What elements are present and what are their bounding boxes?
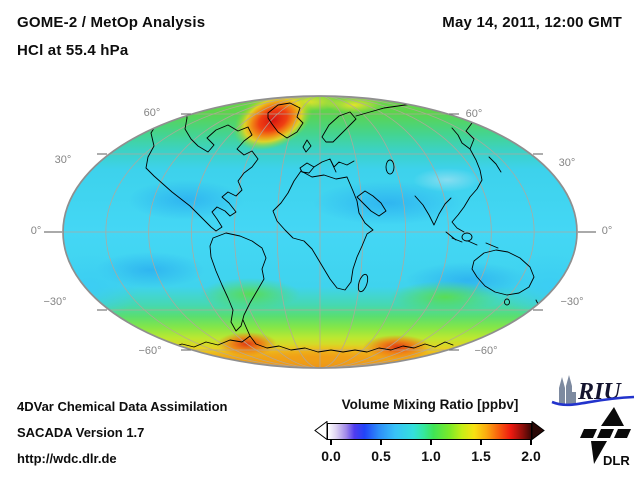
coast-antarctica xyxy=(169,335,454,353)
lat-label-left-30: 30° xyxy=(54,154,72,166)
coastlines xyxy=(145,102,541,353)
coast-italy xyxy=(330,160,337,173)
coast-iberia xyxy=(299,162,315,174)
antarctic-hotspot-east xyxy=(363,335,431,359)
page-title: GOME-2 / MetOp Analysis xyxy=(17,14,206,31)
latitude-ticks xyxy=(44,113,596,351)
coast-indonesia xyxy=(451,237,499,249)
footer-line-version: SACADA Version 1.7 xyxy=(17,425,145,440)
lat-label-right-0: 0° xyxy=(601,225,613,237)
coast-borneo xyxy=(461,232,473,242)
coast-scandinavia xyxy=(321,111,357,143)
coast-arabia xyxy=(356,190,387,217)
footer-line-assimilation: 4DVar Chemical Data Assimilation xyxy=(17,399,228,414)
colorbar-tick xyxy=(380,440,382,445)
map-outline xyxy=(62,95,578,369)
page-subtitle: HCl at 55.4 hPa xyxy=(17,42,129,59)
coast-greenland xyxy=(267,102,304,139)
coast-north-america xyxy=(145,107,259,232)
lat-label-right-60: 60° xyxy=(465,108,483,120)
footer-line-url: http://wdc.dlr.de xyxy=(17,451,117,466)
coast-australia xyxy=(471,249,535,296)
coast-india xyxy=(414,195,452,226)
low-value-patch xyxy=(128,180,244,220)
colorbar-right-arrow xyxy=(531,421,545,440)
colorbar-tick xyxy=(330,440,332,445)
lat-label-left-m30: −30° xyxy=(43,296,67,308)
colorbar-tick-label: 0.0 xyxy=(321,448,341,464)
colorbar-title: Volume Mixing Ratio [ppbv] xyxy=(341,397,519,412)
coast-madagascar xyxy=(357,273,369,293)
coast-africa xyxy=(272,170,374,291)
coast-japan xyxy=(488,156,502,173)
coast-east-asia xyxy=(451,148,483,233)
colorbar-tick-label: 0.5 xyxy=(371,448,391,464)
coast-south-america xyxy=(209,232,267,332)
lat-label-right-m60: −60° xyxy=(474,345,498,357)
riu-logo: RIU xyxy=(551,375,635,407)
low-value-patch xyxy=(313,181,463,225)
lat-label-right-30: 30° xyxy=(558,157,576,169)
riu-swoosh xyxy=(551,395,635,407)
dlr-logo-text: DLR xyxy=(603,453,630,468)
coast-antarctic-peninsula xyxy=(242,319,251,337)
dlr-emblem xyxy=(580,407,631,464)
colorbar-gradient xyxy=(327,423,532,440)
timestamp: May 14, 2011, 12:00 GMT xyxy=(442,14,622,31)
cathedral-icon xyxy=(559,375,576,404)
colorbar-tick xyxy=(480,440,482,445)
coast-caspian xyxy=(385,159,395,175)
lat-label-left-60: 60° xyxy=(143,107,161,119)
dlr-logo: DLR xyxy=(580,407,631,468)
colorbar-left-arrow xyxy=(314,421,328,440)
colorbar-tick-label: 1.0 xyxy=(421,448,441,464)
lat-label-right-m30: −30° xyxy=(560,296,584,308)
colorbar-tick-label: 2.0 xyxy=(521,448,541,464)
polar-streak xyxy=(326,97,382,113)
lat-label-left-m60: −60° xyxy=(138,345,162,357)
colorbar-tick-label: 1.5 xyxy=(471,448,491,464)
lat-label-left-0: 0° xyxy=(30,225,42,237)
graticule xyxy=(63,95,577,369)
coast-tasmania xyxy=(504,298,510,306)
colorbar-tick xyxy=(430,440,432,445)
colorbar-tick xyxy=(530,440,532,445)
coast-britain xyxy=(302,139,312,153)
